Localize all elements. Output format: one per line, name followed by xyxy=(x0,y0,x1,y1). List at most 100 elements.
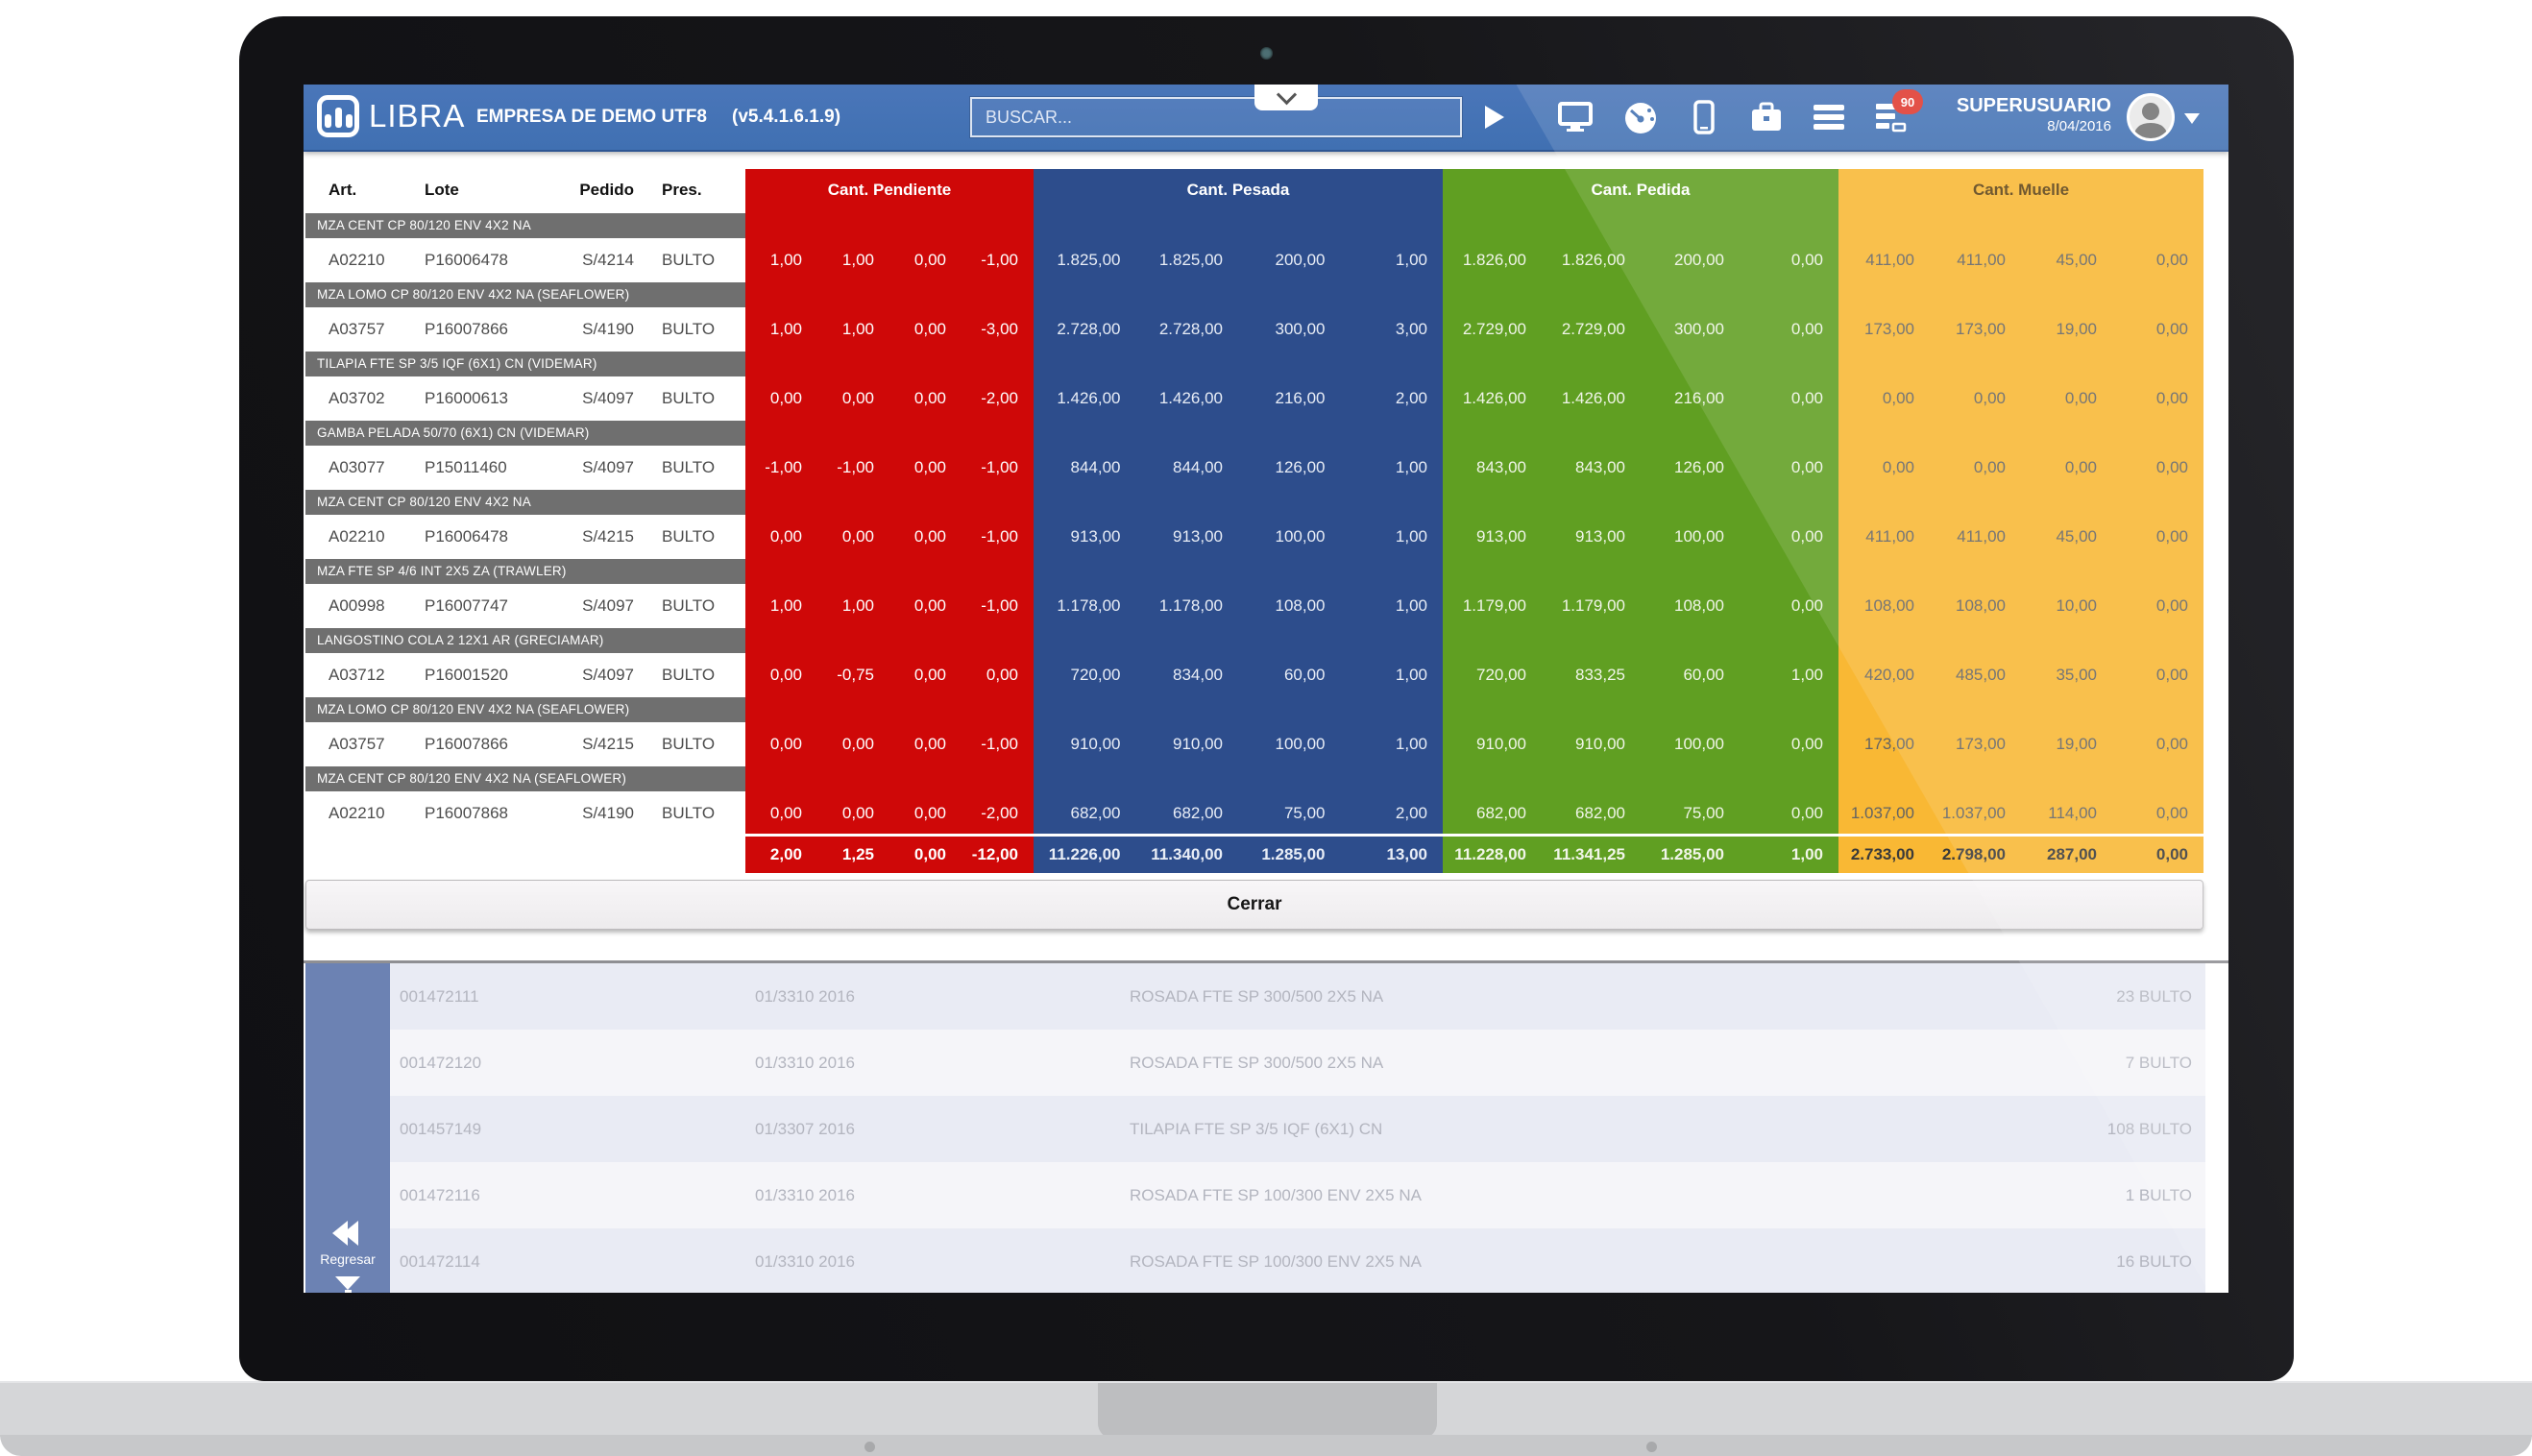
cell-pesada: 1,00 xyxy=(1395,251,1427,269)
cell-muelle: 0,00 xyxy=(2155,845,2188,863)
cell-pesada: 913,00 xyxy=(1070,527,1121,546)
search-run-button[interactable] xyxy=(1485,106,1504,129)
cell-pedida: 1,00 xyxy=(1790,666,1823,684)
close-button[interactable]: Cerrar xyxy=(305,880,2203,930)
cell-pesada: 11.340,00 xyxy=(1151,845,1223,863)
user-menu-caret-icon[interactable] xyxy=(2184,113,2200,124)
avatar[interactable] xyxy=(2127,93,2175,141)
cell-pedida: 11.228,00 xyxy=(1454,845,1526,863)
cell-pres: BULTO xyxy=(662,666,716,684)
cell-art: A03702 xyxy=(329,389,385,407)
cell-muelle: 108,00 xyxy=(1956,596,2006,615)
band-pendiente xyxy=(745,764,1034,793)
briefcase-icon xyxy=(1752,102,1781,131)
cell-pendiente: 0,00 xyxy=(913,804,946,822)
table-row[interactable]: A02210 P16006478 S/4215 BULTO 0,00 0,00 0,00 -1… xyxy=(305,517,2203,557)
user-block[interactable]: SUPERUSUARIO 8/04/2016 xyxy=(1957,94,2111,136)
cell-pedida: 0,00 xyxy=(1790,389,1823,407)
cell-lote: P16000613 xyxy=(425,389,508,407)
table-row[interactable]: A03757 P16007866 S/4215 BULTO 0,00 0,00 0,00 -1… xyxy=(305,724,2203,764)
cell-pedida: 0,00 xyxy=(1790,735,1823,753)
pulldown-tab[interactable] xyxy=(1254,85,1318,110)
cell-pesada: 682,00 xyxy=(1070,804,1121,822)
monitor-icon-button[interactable] xyxy=(1556,99,1595,135)
col-pres: Pres. xyxy=(662,181,702,199)
cell-pedida: 0,00 xyxy=(1790,320,1823,338)
cell-pedida: 216,00 xyxy=(1674,389,1724,407)
group-header-row: TILAPIA FTE SP 3/5 IQF (6X1) CN (VIDEMAR… xyxy=(305,350,2203,378)
band-pesada: 844,00 844,00 126,00 1,00 xyxy=(1034,448,1443,488)
band-pedida: 1.179,00 1.179,00 108,00 0,00 xyxy=(1443,586,1838,626)
list-item[interactable]: 001472114 01/3310 2016 ROSADA FTE SP 100/3… xyxy=(390,1228,2205,1293)
menu-icon-button[interactable] xyxy=(1810,99,1848,135)
cell-muelle: 0,00 xyxy=(2155,804,2188,822)
cell-muelle: 2.798,00 xyxy=(1941,845,2006,863)
left-headers: Art. Lote Pedido Pres. xyxy=(305,169,745,211)
list-item[interactable]: 001457149 01/3307 2016 TILAPIA FTE SP 3/5 … xyxy=(390,1096,2205,1162)
cell-pedido: S/4097 xyxy=(582,389,634,407)
cell-muelle: 0,00 xyxy=(2155,666,2188,684)
table-header-row: Art. Lote Pedido Pres. Cant. Pendiente C… xyxy=(305,169,2203,211)
laptop-trackpad-notch xyxy=(1098,1383,1437,1439)
smartphone-icon xyxy=(1693,100,1715,134)
cell-pedida: 75,00 xyxy=(1683,804,1724,822)
table-row[interactable]: A03757 P16007866 S/4190 BULTO 1,00 1,00 0,00 -3… xyxy=(305,309,2203,350)
band-pendiente: 1,00 1,00 0,00 -1,00 xyxy=(745,240,1034,280)
cell-pres: BULTO xyxy=(662,458,716,476)
back-button[interactable] xyxy=(332,1221,358,1246)
group-title: MZA CENT CP 80/120 ENV 4X2 NA (SEAFLOWER… xyxy=(305,766,745,791)
laptop-foot xyxy=(864,1442,875,1452)
cell-pedida: 1.426,00 xyxy=(1462,389,1526,407)
search-input[interactable] xyxy=(969,96,1463,138)
table-row[interactable]: A02210 P16007868 S/4190 BULTO 0,00 0,00 0,00 -2… xyxy=(305,793,2203,834)
cell-pendiente: -1,00 xyxy=(981,735,1018,753)
filter-icon xyxy=(335,1276,360,1290)
briefcase-icon-button[interactable] xyxy=(1747,99,1786,135)
table-row[interactable]: A00998 P16007747 S/4097 BULTO 1,00 1,00 0,00 -1… xyxy=(305,586,2203,626)
dashboard-icon-button[interactable] xyxy=(1621,99,1660,135)
band-pesada: 1.178,00 1.178,00 108,00 1,00 xyxy=(1034,586,1443,626)
cell-pendiente: 1,25 xyxy=(841,845,874,863)
list-item[interactable]: 001472120 01/3310 2016 ROSADA FTE SP 300/5… xyxy=(390,1030,2205,1096)
table-row[interactable]: A03712 P16001520 S/4097 BULTO 0,00 -0,75 0,00 0… xyxy=(305,655,2203,695)
monitor-icon xyxy=(1558,102,1593,132)
band-pendiente: 1,00 1,00 0,00 -3,00 xyxy=(745,309,1034,350)
group-header-row: MZA FTE SP 4/6 INT 2X5 ZA (TRAWLER) xyxy=(305,557,2203,586)
tasks-icon-button[interactable]: 90 xyxy=(1873,89,1923,135)
group-header-row: MZA CENT CP 80/120 ENV 4X2 NA xyxy=(305,211,2203,240)
order-date: 01/3310 2016 xyxy=(755,1251,855,1271)
cell-pesada: 844,00 xyxy=(1173,458,1223,476)
cell-pendiente: -2,00 xyxy=(981,389,1018,407)
list-item[interactable]: 001472116 01/3310 2016 ROSADA FTE SP 100/3… xyxy=(390,1162,2205,1228)
group-title: MZA CENT CP 80/120 ENV 4X2 NA xyxy=(305,490,745,515)
cell-muelle: 19,00 xyxy=(2056,320,2097,338)
band-pendiente xyxy=(745,280,1034,309)
cell-pedida: 910,00 xyxy=(1476,735,1526,753)
section-pendiente-header: Cant. Pendiente xyxy=(827,181,952,199)
band-pendiente xyxy=(745,626,1034,655)
cell-pesada: 720,00 xyxy=(1070,666,1121,684)
band-muelle: 0,00 0,00 0,00 0,00 xyxy=(1838,378,2203,419)
cell-pendiente: 0,00 xyxy=(769,527,802,546)
table-row[interactable]: A03702 P16000613 S/4097 BULTO 0,00 0,00 0,00 -2… xyxy=(305,378,2203,419)
group-title: GAMBA PELADA 50/70 (6X1) CN (VIDEMAR) xyxy=(305,421,745,446)
cell-pedida: 108,00 xyxy=(1674,596,1724,615)
filter-button[interactable] xyxy=(335,1276,360,1293)
cell-lote: P16007868 xyxy=(425,804,508,822)
mobile-icon-button[interactable] xyxy=(1685,99,1723,135)
band-pendiente xyxy=(745,695,1034,724)
band-pesada xyxy=(1034,488,1443,517)
cell-pendiente: 0,00 xyxy=(913,251,946,269)
cell-pendiente: 0,00 xyxy=(769,389,802,407)
cell-pesada: 2.728,00 xyxy=(1057,320,1121,338)
table-row[interactable]: A02210 P16006478 S/4214 BULTO 1,00 1,00 0,00 -1… xyxy=(305,240,2203,280)
cell-pendiente: 1,00 xyxy=(769,320,802,338)
band-pesada xyxy=(1034,419,1443,448)
table-row[interactable]: A03077 P15011460 S/4097 BULTO -1,00 -1,00 0,00… xyxy=(305,448,2203,488)
cell-pesada: 844,00 xyxy=(1070,458,1121,476)
band-pedida xyxy=(1443,626,1838,655)
cell-art: A03757 xyxy=(329,735,385,753)
list-item[interactable]: 001472111 01/3310 2016 ROSADA FTE SP 300/5… xyxy=(390,963,2205,1030)
cell-pesada: 3,00 xyxy=(1395,320,1427,338)
table-body: MZA CENT CP 80/120 ENV 4X2 NA A02210 P1600… xyxy=(305,211,2203,834)
